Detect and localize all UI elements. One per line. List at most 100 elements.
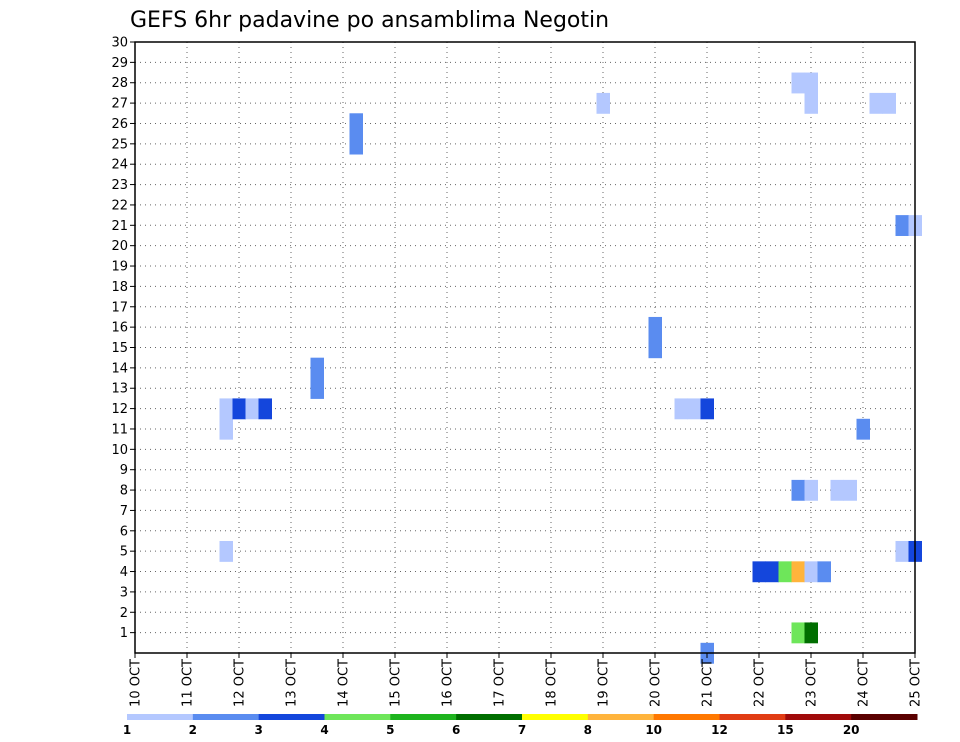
- precip-cell: [765, 561, 779, 583]
- precip-cell: [349, 113, 363, 135]
- x-tick-label: 11 OCT: [181, 659, 196, 707]
- x-tick-label: 18 OCT: [545, 659, 560, 707]
- y-tick-label: 3: [120, 585, 128, 600]
- y-tick-label: 23: [111, 178, 128, 193]
- y-tick-label: 27: [111, 97, 128, 112]
- precip-cell: [674, 398, 688, 420]
- colorbar-swatch: [522, 714, 589, 720]
- precip-cell: [778, 561, 792, 583]
- x-tick-label: 22 OCT: [753, 659, 768, 707]
- colorbar: 1 2 3 4 5 6 7 8 10 12 15 20: [123, 714, 918, 737]
- precip-cell: [804, 479, 818, 501]
- colorbar-swatch: [851, 714, 918, 720]
- y-tick-label: 1: [120, 626, 128, 641]
- colorbar-label: 5: [386, 723, 394, 737]
- colorbar-label: 15: [777, 723, 794, 737]
- colorbar-swatch: [587, 714, 655, 720]
- colorbar-swatch: [192, 714, 260, 720]
- axis-ticks: 1234567891011121314151617181920212223242…: [111, 36, 923, 707]
- precip-cell: [804, 72, 818, 94]
- x-tick-label: 13 OCT: [285, 659, 300, 707]
- precip-cell: [219, 398, 233, 420]
- precipitation-cells: [219, 72, 922, 664]
- colorbar-label: 10: [645, 723, 662, 737]
- y-tick-label: 11: [111, 422, 128, 437]
- x-tick-label: 25 OCT: [909, 659, 924, 707]
- precip-cell: [596, 92, 610, 114]
- colorbar-label: 1: [123, 723, 131, 737]
- y-tick-label: 5: [120, 545, 128, 560]
- x-tick-label: 23 OCT: [805, 659, 820, 707]
- precip-cell: [791, 479, 805, 501]
- x-tick-label: 24 OCT: [857, 659, 872, 707]
- y-tick-label: 26: [111, 117, 128, 132]
- colorbar-label: 4: [320, 723, 328, 737]
- precip-cell: [817, 561, 831, 583]
- precip-cell: [349, 133, 363, 155]
- colorbar-swatch: [390, 714, 457, 720]
- y-tick-label: 16: [111, 321, 128, 336]
- precip-cell: [804, 92, 818, 114]
- y-tick-label: 13: [111, 382, 128, 397]
- y-tick-label: 10: [111, 443, 128, 458]
- y-tick-label: 20: [111, 239, 128, 254]
- colorbar-label: 3: [254, 723, 262, 737]
- precip-cell: [245, 398, 259, 420]
- precip-cell: [804, 622, 818, 644]
- y-tick-label: 24: [111, 158, 128, 173]
- grid-lines: [135, 42, 915, 653]
- colorbar-swatch: [785, 714, 852, 720]
- y-tick-label: 2: [120, 606, 128, 621]
- x-tick-label: 15 OCT: [389, 659, 404, 707]
- y-tick-label: 21: [111, 219, 128, 234]
- colorbar-swatch: [653, 714, 720, 720]
- x-tick-label: 20 OCT: [649, 659, 664, 707]
- precip-cell: [258, 398, 272, 420]
- precip-cell: [791, 561, 805, 583]
- x-tick-label: 19 OCT: [597, 659, 612, 707]
- colorbar-swatch: [719, 714, 786, 720]
- x-tick-label: 10 OCT: [129, 659, 144, 707]
- y-tick-label: 29: [111, 56, 128, 71]
- precip-cell: [310, 357, 324, 379]
- y-tick-label: 4: [120, 565, 128, 580]
- colorbar-label: 7: [518, 723, 526, 737]
- y-tick-label: 19: [111, 260, 128, 275]
- precip-cell: [219, 418, 233, 440]
- x-tick-label: 12 OCT: [233, 659, 248, 707]
- y-tick-label: 22: [111, 198, 128, 213]
- precip-cell: [843, 479, 857, 501]
- colorbar-swatch: [127, 714, 194, 720]
- y-tick-label: 17: [111, 300, 128, 315]
- y-tick-label: 12: [111, 402, 128, 417]
- precip-cell: [830, 479, 844, 501]
- precip-cell: [791, 622, 805, 644]
- precip-cell: [791, 72, 805, 94]
- precip-cell: [869, 92, 883, 114]
- y-tick-label: 8: [120, 484, 128, 499]
- x-tick-label: 16 OCT: [441, 659, 456, 707]
- x-tick-label: 17 OCT: [493, 659, 508, 707]
- x-tick-label: 21 OCT: [701, 659, 716, 707]
- precip-cell: [895, 215, 909, 236]
- y-tick-label: 15: [111, 341, 128, 356]
- precip-cell: [856, 418, 870, 440]
- colorbar-swatch: [258, 714, 325, 720]
- y-tick-label: 18: [111, 280, 128, 295]
- colorbar-label: 12: [711, 723, 728, 737]
- chart-title: GEFS 6hr padavine po ansamblima Negotin: [130, 8, 609, 33]
- precip-cell: [700, 398, 714, 420]
- precip-cell: [232, 398, 246, 420]
- precip-cell: [219, 540, 233, 562]
- precip-cell: [882, 92, 896, 114]
- colorbar-label: 20: [843, 723, 860, 737]
- y-tick-label: 6: [120, 524, 128, 539]
- colorbar-label: 2: [189, 723, 197, 737]
- precip-cell: [648, 316, 662, 338]
- y-tick-label: 9: [120, 463, 128, 478]
- precip-cell: [804, 561, 818, 583]
- precip-cell: [752, 561, 766, 583]
- y-tick-label: 30: [111, 36, 128, 51]
- y-tick-label: 28: [111, 76, 128, 91]
